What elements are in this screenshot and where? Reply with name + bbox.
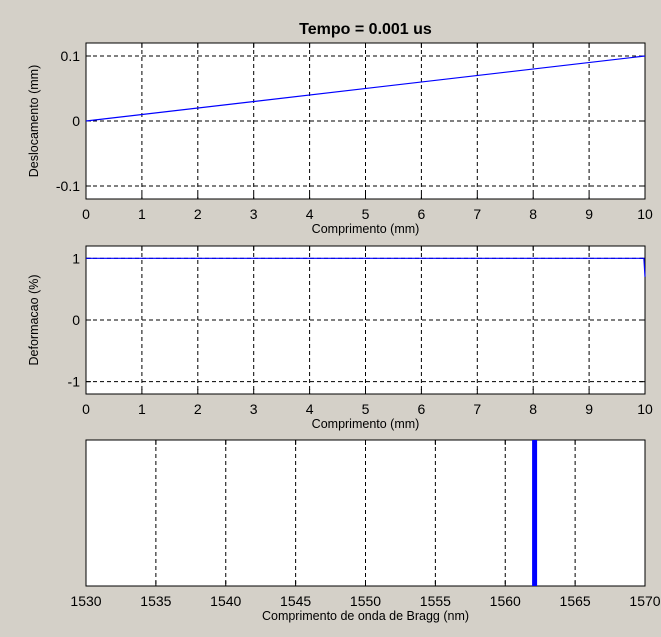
- x-tick-label: 9: [585, 206, 593, 222]
- x-tick-label: 6: [418, 401, 426, 417]
- y-tick-label: 0.1: [61, 48, 81, 64]
- x-tick-label: 1530: [70, 593, 101, 609]
- x-tick-label: 1570: [629, 593, 660, 609]
- y-tick-label: 0: [72, 312, 80, 328]
- x-tick-label: 0: [82, 206, 90, 222]
- chart-3: 1530 1535 1540 1545 1550 1555 1560 1565 1570 Comp…: [70, 439, 661, 623]
- x-tick-label: 4: [306, 401, 314, 417]
- spectral-peak-bar: [532, 440, 538, 586]
- x-tick-label: 10: [637, 401, 653, 417]
- x-tick-label: 1545: [280, 593, 311, 609]
- y-tick-label: -0.1: [56, 178, 80, 194]
- y-axis-label: Deslocamento (mm): [27, 65, 41, 178]
- y-tick-label: -1: [68, 374, 81, 390]
- x-tick-label: 9: [585, 401, 593, 417]
- x-tick-label: 6: [418, 206, 426, 222]
- series-line: [86, 257, 646, 277]
- x-tick-label: 1550: [350, 593, 381, 609]
- x-axis-label: Comprimento (mm): [312, 417, 420, 431]
- x-tick-label: 0: [82, 401, 90, 417]
- x-tick-label: 1560: [490, 593, 521, 609]
- x-tick-label: 1540: [210, 593, 241, 609]
- y-axis-label: Deformacao (%): [27, 275, 41, 366]
- x-tick-label: 1565: [560, 593, 591, 609]
- x-tick-label: 7: [473, 206, 481, 222]
- y-tick-label: 0: [72, 113, 80, 129]
- x-tick-label: 2: [194, 206, 202, 222]
- series-line: [85, 55, 646, 122]
- x-tick-label: 7: [473, 401, 481, 417]
- x-tick-label: 1535: [140, 593, 171, 609]
- x-tick-label: 5: [362, 206, 370, 222]
- chart-title: Tempo = 0.001 us: [299, 21, 432, 38]
- x-axis-label: Comprimento de onda de Bragg (nm): [262, 609, 469, 623]
- x-tick-label: 3: [250, 401, 258, 417]
- x-tick-label: 1: [138, 401, 146, 417]
- x-axis-label: Comprimento (mm): [312, 222, 420, 236]
- x-tick-label: 4: [306, 206, 314, 222]
- x-tick-label: 8: [529, 206, 537, 222]
- x-tick-label: 1: [138, 206, 146, 222]
- x-tick-label: 3: [250, 206, 258, 222]
- y-tick-label: 1: [72, 250, 80, 266]
- x-tick-label: 10: [637, 206, 653, 222]
- x-tick-label: 1555: [420, 593, 451, 609]
- x-tick-label: 5: [362, 401, 370, 417]
- x-tick-label: 8: [529, 401, 537, 417]
- x-tick-label: 2: [194, 401, 202, 417]
